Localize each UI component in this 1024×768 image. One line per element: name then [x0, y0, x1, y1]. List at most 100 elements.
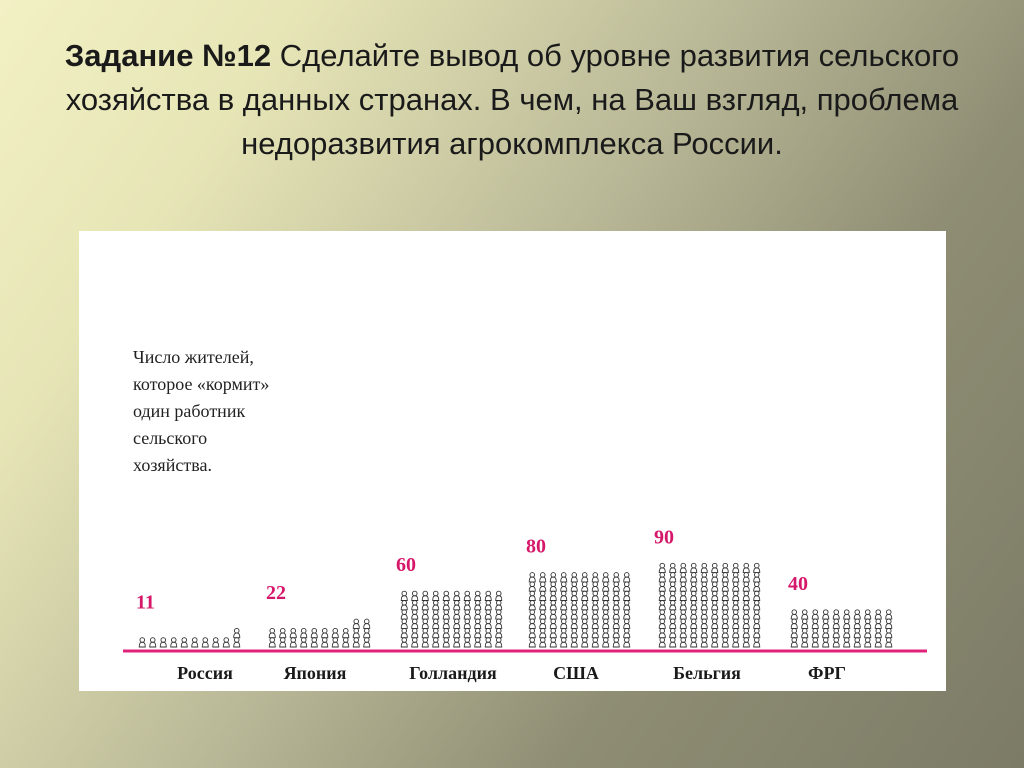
- person-figure-icon: [822, 627, 830, 639]
- person-figure-icon: [669, 600, 677, 611]
- person-figure-icon: [658, 572, 666, 583]
- person-figure-icon: [453, 590, 461, 601]
- person-figure-icon: [711, 581, 719, 592]
- pictogram-chart: 11 Россия 22 Япония 60 Голландия 80 США 90 Бельги…: [123, 526, 927, 683]
- person-figure-icon: [539, 609, 547, 620]
- person-figure-icon: [732, 600, 740, 611]
- person-figure-icon: [700, 572, 708, 583]
- person-figure-icon: [560, 572, 568, 583]
- person-figure-icon: [442, 609, 450, 620]
- person-figure-icon: [690, 572, 698, 583]
- slide-title: Задание №12 Сделайте вывод об уровне раз…: [40, 34, 984, 166]
- person-figure-icon: [742, 627, 750, 639]
- person-figure-icon: [602, 590, 610, 601]
- bar-Голландия: [400, 590, 503, 648]
- person-figure-icon: [711, 637, 719, 648]
- person-figure-icon: [233, 637, 241, 648]
- person-figure-icon: [623, 590, 631, 601]
- person-figure-icon: [832, 618, 840, 629]
- person-figure-icon: [363, 637, 371, 648]
- person-figure-icon: [801, 627, 809, 639]
- bar-США: [528, 572, 631, 648]
- person-figure-icon: [753, 600, 761, 611]
- person-figure-icon: [753, 637, 761, 648]
- person-figure-icon: [549, 609, 557, 620]
- person-figure-icon: [700, 600, 708, 611]
- person-figure-icon: [495, 618, 503, 629]
- person-figure-icon: [679, 618, 687, 629]
- person-figure-icon: [711, 590, 719, 601]
- person-figure-icon: [432, 609, 440, 620]
- person-figure-icon: [700, 562, 708, 574]
- bar-Япония: [268, 618, 371, 648]
- person-figure-icon: [400, 590, 408, 601]
- person-figure-icon: [539, 600, 547, 611]
- person-figure-icon: [721, 637, 729, 648]
- person-figure-icon: [700, 627, 708, 639]
- bar-Россия: [138, 627, 241, 648]
- person-figure-icon: [591, 609, 599, 620]
- person-figure-icon: [581, 618, 589, 629]
- person-figure-icon: [581, 581, 589, 592]
- person-figure-icon: [421, 627, 429, 639]
- person-figure-icon: [484, 600, 492, 611]
- person-figure-icon: [853, 637, 861, 648]
- person-figure-icon: [570, 609, 578, 620]
- person-figure-icon: [495, 600, 503, 611]
- value-label: 11: [136, 591, 155, 613]
- person-figure-icon: [300, 627, 308, 639]
- person-figure-icon: [570, 637, 578, 648]
- person-figure-icon: [690, 590, 698, 601]
- person-figure-icon: [811, 609, 819, 620]
- person-figure-icon: [669, 562, 677, 574]
- person-figure-icon: [539, 581, 547, 592]
- title-text: Сделайте вывод об уровне развития сельск…: [65, 38, 960, 161]
- person-figure-icon: [591, 637, 599, 648]
- person-figure-icon: [528, 609, 536, 620]
- person-figure-icon: [679, 562, 687, 574]
- person-figure-icon: [679, 581, 687, 592]
- person-figure-icon: [864, 609, 872, 620]
- person-figure-icon: [463, 618, 471, 629]
- person-figure-icon: [560, 618, 568, 629]
- person-figure-icon: [268, 637, 276, 648]
- person-figure-icon: [742, 590, 750, 601]
- person-figure-icon: [822, 637, 830, 648]
- person-figure-icon: [732, 618, 740, 629]
- person-figure-icon: [484, 637, 492, 648]
- person-figure-icon: [721, 600, 729, 611]
- person-figure-icon: [279, 627, 287, 639]
- person-figure-icon: [570, 627, 578, 639]
- person-figure-icon: [463, 609, 471, 620]
- person-figure-icon: [591, 581, 599, 592]
- chart-panel: Число жителей, которое «кормит» один раб…: [79, 231, 946, 691]
- person-figure-icon: [669, 627, 677, 639]
- person-figure-icon: [843, 627, 851, 639]
- person-figure-icon: [463, 600, 471, 611]
- person-figure-icon: [612, 618, 620, 629]
- person-figure-icon: [669, 609, 677, 620]
- person-figure-icon: [539, 590, 547, 601]
- caption-line: Число жителей,: [133, 347, 254, 367]
- person-figure-icon: [233, 627, 241, 639]
- person-figure-icon: [874, 618, 882, 629]
- person-figure-icon: [753, 627, 761, 639]
- person-figure-icon: [742, 572, 750, 583]
- person-figure-icon: [570, 618, 578, 629]
- caption-line: которое «кормит»: [133, 374, 270, 394]
- person-figure-icon: [658, 627, 666, 639]
- value-label: 60: [396, 554, 416, 576]
- person-figure-icon: [442, 637, 450, 648]
- person-figure-icon: [342, 627, 350, 639]
- person-figure-icon: [885, 618, 893, 629]
- person-figure-icon: [623, 618, 631, 629]
- person-figure-icon: [484, 590, 492, 601]
- value-label: 40: [788, 573, 808, 595]
- person-figure-icon: [411, 590, 419, 601]
- person-figure-icon: [811, 618, 819, 629]
- person-figure-icon: [581, 590, 589, 601]
- person-figure-icon: [732, 609, 740, 620]
- person-figure-icon: [623, 572, 631, 583]
- person-figure-icon: [700, 590, 708, 601]
- person-figure-icon: [300, 637, 308, 648]
